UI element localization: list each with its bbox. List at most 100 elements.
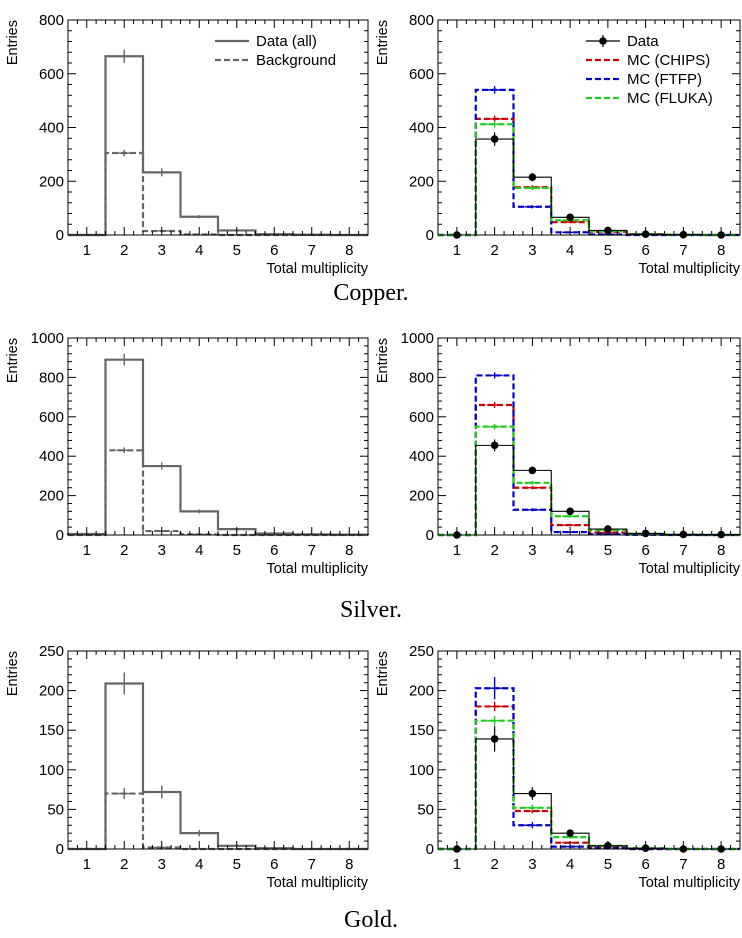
legend-label: Data (all) bbox=[256, 33, 317, 50]
x-tick-label: 1 bbox=[83, 242, 91, 259]
plot-frame bbox=[437, 650, 741, 850]
y-axis-label: Entries bbox=[5, 20, 21, 65]
y-tick-label: 600 bbox=[39, 409, 64, 426]
y-tick-label: 600 bbox=[409, 66, 434, 83]
x-tick-label: 7 bbox=[308, 856, 316, 873]
x-tick-label: 8 bbox=[717, 542, 725, 559]
legend-label: Background bbox=[256, 52, 336, 69]
y-tick-label: 150 bbox=[409, 722, 434, 739]
y-tick-label: 0 bbox=[56, 227, 64, 244]
series-total-line bbox=[438, 138, 740, 236]
y-axis-label: Entries bbox=[375, 651, 391, 696]
series-mc-ftfp--line bbox=[438, 687, 740, 851]
y-axis-label: Entries bbox=[5, 338, 21, 383]
x-tick-label: 5 bbox=[233, 542, 241, 559]
series-total-line bbox=[438, 738, 740, 850]
x-tick-label: 4 bbox=[195, 542, 203, 559]
series-data-all--line bbox=[68, 55, 368, 237]
data-point bbox=[490, 441, 499, 450]
y-tick-label: 400 bbox=[409, 448, 434, 465]
x-tick-label: 6 bbox=[270, 242, 278, 259]
legend-label: MC (FTFP) bbox=[627, 71, 702, 88]
x-tick-label: 3 bbox=[158, 242, 166, 259]
legend-label: MC (CHIPS) bbox=[627, 52, 710, 69]
x-tick-label: 4 bbox=[195, 242, 203, 259]
x-axis-label: Total multiplicity bbox=[638, 261, 740, 277]
x-tick-label: 5 bbox=[233, 242, 241, 259]
y-tick-label: 0 bbox=[56, 841, 64, 858]
x-tick-label: 7 bbox=[308, 542, 316, 559]
legend-label: MC (FLUKA) bbox=[627, 90, 713, 107]
panel-gold-left: 1 2 3 4 5 6 7 8 0 50 100 150 200 250 Total multiplicit… bbox=[5, 643, 369, 891]
y-tick-label: 400 bbox=[39, 120, 64, 137]
y-tick-label: 800 bbox=[409, 12, 434, 29]
y-tick-label: 50 bbox=[47, 801, 64, 818]
x-tick-label: 8 bbox=[345, 542, 353, 559]
y-tick-label: 100 bbox=[39, 762, 64, 779]
plot-frame bbox=[67, 650, 369, 850]
x-tick-label: 5 bbox=[233, 856, 241, 873]
y-tick-label: 600 bbox=[39, 66, 64, 83]
y-tick-label: 1000 bbox=[31, 330, 64, 347]
series-mc-chips--line bbox=[438, 705, 740, 851]
y-tick-label: 200 bbox=[39, 683, 64, 700]
x-tick-label: 2 bbox=[120, 856, 128, 873]
x-tick-label: 7 bbox=[679, 242, 687, 259]
panel-silver-left: 1 2 3 4 5 6 7 8 0 200 400 600 800 1000 Total multiplic… bbox=[5, 330, 370, 577]
caption-copper: Copper. bbox=[333, 280, 408, 306]
x-tick-label: 7 bbox=[308, 242, 316, 259]
x-tick-label: 8 bbox=[345, 242, 353, 259]
y-tick-label: 200 bbox=[409, 173, 434, 190]
y-tick-label: 200 bbox=[409, 488, 434, 505]
series-data-all--line bbox=[68, 682, 368, 851]
y-tick-label: 200 bbox=[409, 683, 434, 700]
x-tick-label: 4 bbox=[566, 856, 574, 873]
y-tick-label: 150 bbox=[39, 722, 64, 739]
x-tick-label: 5 bbox=[604, 242, 612, 259]
x-tick-label: 6 bbox=[641, 242, 649, 259]
caption-gold: Gold. bbox=[344, 907, 398, 933]
x-tick-label: 3 bbox=[528, 856, 536, 873]
x-tick-label: 6 bbox=[641, 542, 649, 559]
x-tick-label: 1 bbox=[453, 242, 461, 259]
x-tick-label: 6 bbox=[270, 856, 278, 873]
series-total-line bbox=[438, 444, 741, 536]
x-tick-label: 4 bbox=[195, 856, 203, 873]
x-tick-label: 3 bbox=[528, 542, 536, 559]
data-point bbox=[566, 829, 574, 837]
x-axis-label: Total multiplicity bbox=[638, 561, 740, 577]
x-tick-label: 7 bbox=[679, 542, 687, 559]
series-mc-ftfp--line bbox=[438, 88, 740, 237]
x-tick-label: 2 bbox=[120, 542, 128, 559]
y-axis-label: Entries bbox=[375, 20, 391, 65]
series-mc-fluka--line bbox=[438, 719, 740, 851]
y-tick-label: 200 bbox=[39, 488, 64, 505]
x-axis-label: Total multiplicity bbox=[266, 561, 368, 577]
x-tick-label: 3 bbox=[158, 542, 166, 559]
x-axis-label: Total multiplicity bbox=[266, 261, 368, 277]
panel-silver-right: 1 2 3 4 5 6 7 8 0 200 400 600 800 1000 Total multiplic… bbox=[375, 330, 742, 577]
y-tick-label: 0 bbox=[426, 841, 434, 858]
data-point bbox=[528, 173, 537, 182]
y-tick-label: 0 bbox=[56, 527, 64, 544]
x-tick-label: 2 bbox=[490, 542, 498, 559]
data-point bbox=[528, 789, 537, 798]
y-tick-label: 0 bbox=[426, 227, 434, 244]
panel-copper-left: 1 2 3 4 5 6 7 8 0 200 400 600 800 Total multiplicity E… bbox=[5, 12, 369, 277]
legend-marker bbox=[599, 37, 607, 45]
x-tick-label: 8 bbox=[717, 856, 725, 873]
plot-frame bbox=[67, 337, 369, 536]
x-tick-label: 7 bbox=[679, 856, 687, 873]
y-axis-label: Entries bbox=[5, 651, 21, 696]
x-tick-label: 8 bbox=[345, 856, 353, 873]
x-tick-label: 2 bbox=[490, 856, 498, 873]
legend-label: Data bbox=[627, 33, 659, 50]
y-tick-label: 1000 bbox=[401, 330, 434, 347]
data-point bbox=[490, 735, 499, 743]
y-tick-label: 800 bbox=[39, 369, 64, 386]
x-tick-label: 1 bbox=[83, 856, 91, 873]
y-tick-label: 400 bbox=[409, 120, 434, 137]
x-tick-label: 1 bbox=[453, 542, 461, 559]
series-data-all--line bbox=[66, 358, 370, 536]
